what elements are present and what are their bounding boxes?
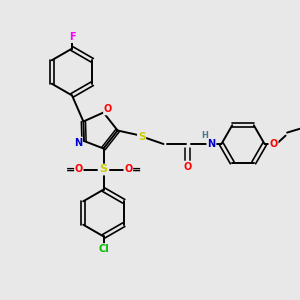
Text: O: O: [74, 164, 83, 175]
Text: F: F: [69, 32, 75, 42]
Text: H: H: [202, 131, 208, 140]
Text: O: O: [104, 104, 112, 115]
Text: =: =: [132, 164, 141, 175]
Text: S: S: [138, 131, 145, 142]
Text: =: =: [66, 164, 75, 175]
Text: Cl: Cl: [98, 244, 109, 254]
Text: N: N: [74, 137, 82, 148]
Text: N: N: [207, 139, 216, 149]
Text: O: O: [124, 164, 133, 175]
Text: O: O: [269, 139, 278, 149]
Text: O: O: [183, 161, 192, 172]
Text: S: S: [100, 164, 107, 175]
